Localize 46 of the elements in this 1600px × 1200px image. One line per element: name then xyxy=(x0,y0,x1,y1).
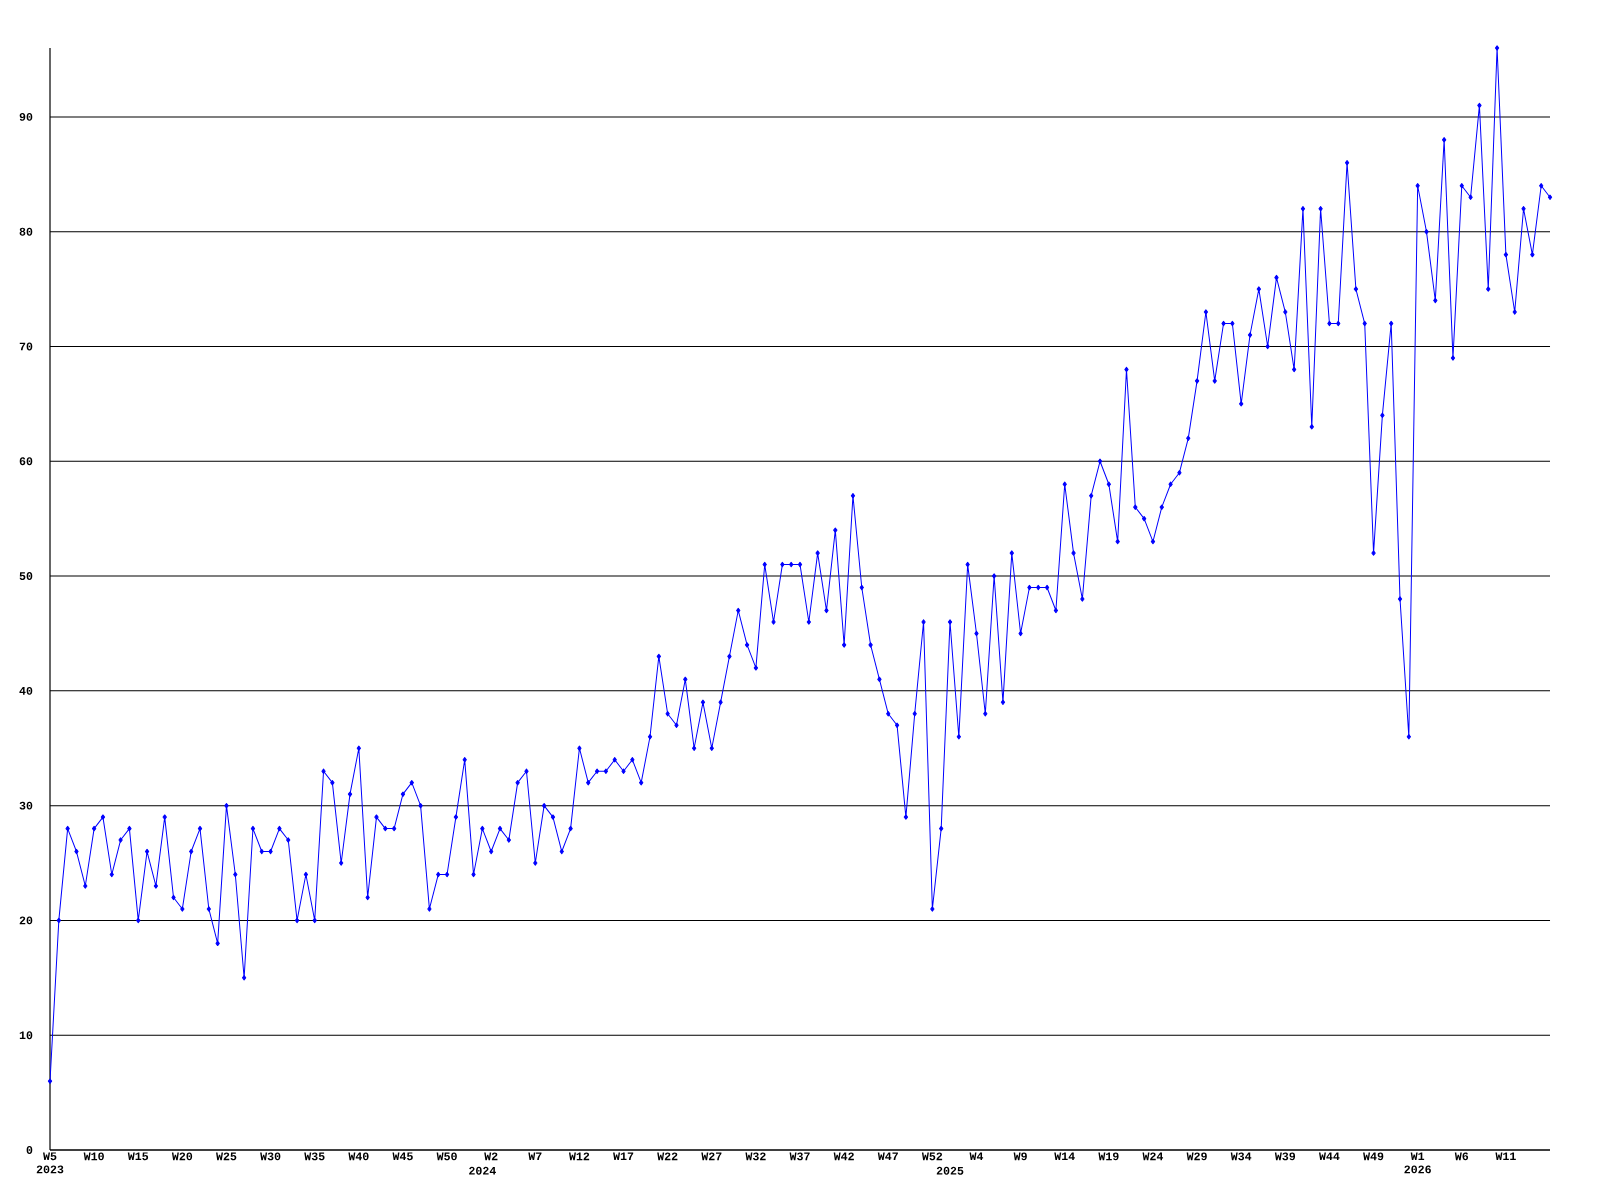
y-tick-label: 90 xyxy=(19,112,33,121)
x-tick-label: W34 xyxy=(1230,1152,1252,1161)
x-tick-label: W4 xyxy=(969,1152,984,1161)
x-tick-label: W15 xyxy=(127,1152,149,1161)
x-tick-label: W45 xyxy=(392,1152,413,1161)
x-tick-label: W42 xyxy=(833,1152,854,1161)
x-tick-label: W2 xyxy=(484,1152,498,1161)
x-tick-label: W19 xyxy=(1098,1152,1119,1161)
x-tick-label: W30 xyxy=(260,1152,281,1161)
y-tick-label: 10 xyxy=(19,1031,33,1040)
y-tick-label: 20 xyxy=(19,916,33,925)
x-tick-label: W39 xyxy=(1274,1152,1296,1161)
x-tick-label: W49 xyxy=(1363,1152,1384,1161)
x-tick-label: W9 xyxy=(1013,1152,1027,1161)
x-tick-label: W29 xyxy=(1186,1152,1207,1161)
x-tick-label: W22 xyxy=(657,1152,678,1161)
x-tick-label: W1 2026 xyxy=(1404,1152,1431,1174)
x-tick-label: W40 xyxy=(348,1152,369,1161)
x-tick-label: W7 xyxy=(528,1152,542,1161)
y-tick-label: 80 xyxy=(19,227,33,236)
x-tick-label: W27 xyxy=(701,1152,722,1161)
x-tick-label: W47 xyxy=(877,1152,898,1161)
x-tick-label: W32 xyxy=(745,1152,766,1161)
x-tick-label: 2025 xyxy=(936,1166,964,1175)
x-tick-label: W11 xyxy=(1495,1152,1516,1161)
x-tick-label: W20 xyxy=(171,1152,193,1161)
x-tick-label: W50 xyxy=(436,1152,457,1161)
x-tick-label: W44 xyxy=(1318,1152,1340,1161)
y-tick-label: 70 xyxy=(19,342,33,351)
x-tick-label: W14 xyxy=(1054,1152,1075,1161)
x-tick-label: W35 xyxy=(304,1152,325,1161)
x-tick-label: W24 xyxy=(1142,1152,1164,1161)
x-tick-label: W17 xyxy=(613,1152,634,1161)
x-tick-label: W25 xyxy=(216,1152,237,1161)
y-tick-label: 50 xyxy=(19,572,33,580)
x-tick-label: 2024 xyxy=(469,1166,496,1175)
y-tick-label: 60 xyxy=(19,457,33,466)
y-tick-label: 0 xyxy=(26,1146,33,1154)
y-tick-label: 40 xyxy=(19,686,33,695)
x-tick-label: W12 xyxy=(568,1152,590,1161)
y-tick-label: 30 xyxy=(19,801,33,810)
x-tick-label: W6 xyxy=(1454,1152,1469,1161)
x-tick-label: W5 2023 xyxy=(36,1152,64,1174)
x-tick-label: W10 xyxy=(83,1152,104,1161)
x-tick-label: W52 xyxy=(921,1152,943,1161)
x-tick-label: W37 xyxy=(789,1152,810,1161)
